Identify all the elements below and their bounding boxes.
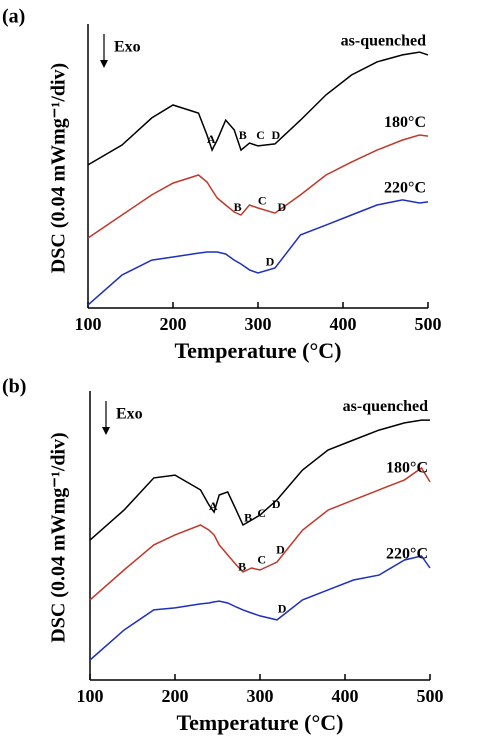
x-axis-label: Temperature (°C) (176, 710, 343, 735)
dsc-curve (89, 555, 431, 661)
x-tick-label: 400 (330, 314, 357, 334)
curve-label: as-quenched (341, 33, 426, 50)
x-tick-label: 200 (162, 686, 189, 706)
x-tick-label: 500 (415, 314, 442, 334)
x-tick-label: 100 (75, 314, 102, 334)
x-tick-label: 200 (160, 314, 187, 334)
peak-label: D (272, 128, 281, 142)
dsc-curve (89, 466, 431, 601)
peak-label: D (272, 497, 281, 511)
curve-label: 220°C (386, 546, 428, 563)
peak-label: D (266, 255, 275, 269)
exo-arrowhead (100, 60, 108, 68)
peak-label: B (239, 128, 247, 142)
x-tick-label: 500 (417, 686, 444, 706)
curve-label: as-quenched (343, 398, 428, 415)
peak-label: C (257, 553, 266, 567)
peak-label: C (258, 194, 267, 208)
x-axis-label: Temperature (°C) (174, 338, 341, 363)
x-tick-label: 400 (332, 686, 359, 706)
peak-label: D (276, 543, 285, 557)
peak-label: A (207, 132, 216, 146)
curve-label: 180°C (384, 114, 426, 131)
x-tick-label: 100 (77, 686, 104, 706)
peak-label: B (244, 511, 252, 525)
dsc-curve (87, 134, 429, 239)
y-axis-label: DSC (0.04 mWmg⁻¹/div) (48, 432, 70, 642)
peak-label: B (234, 200, 242, 214)
peak-label: C (257, 506, 266, 520)
panel-label: (a) (2, 6, 25, 28)
peak-label: B (238, 560, 246, 574)
y-axis-label: DSC (0.04 mWmg⁻¹/div) (48, 63, 70, 273)
panel-label: (b) (2, 376, 26, 398)
exo-label: Exo (114, 39, 141, 56)
curve-label: 220°C (384, 180, 426, 197)
peak-label: D (278, 602, 287, 616)
peak-label: C (256, 128, 265, 142)
dsc-curve (87, 51, 429, 166)
exo-label: Exo (116, 406, 143, 423)
peak-label: A (209, 499, 218, 513)
peak-label: D (277, 200, 286, 214)
x-tick-label: 300 (245, 314, 272, 334)
curve-label: 180°C (386, 460, 428, 477)
dsc-curve (87, 199, 429, 306)
exo-arrowhead (102, 427, 110, 435)
dsc-curve (89, 419, 430, 541)
x-tick-label: 300 (247, 686, 274, 706)
